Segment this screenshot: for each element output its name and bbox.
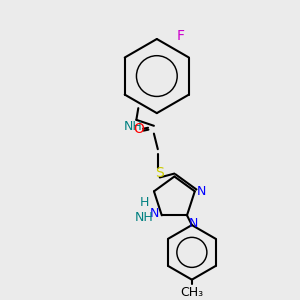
- Text: N: N: [197, 185, 206, 198]
- Text: S: S: [155, 166, 164, 180]
- Text: N: N: [189, 217, 198, 230]
- Text: F: F: [176, 29, 184, 43]
- Text: N: N: [149, 207, 159, 220]
- Text: CH₃: CH₃: [180, 286, 203, 298]
- Text: O: O: [133, 122, 144, 136]
- Text: H
NH: H NH: [135, 196, 154, 224]
- Text: NH: NH: [124, 120, 143, 133]
